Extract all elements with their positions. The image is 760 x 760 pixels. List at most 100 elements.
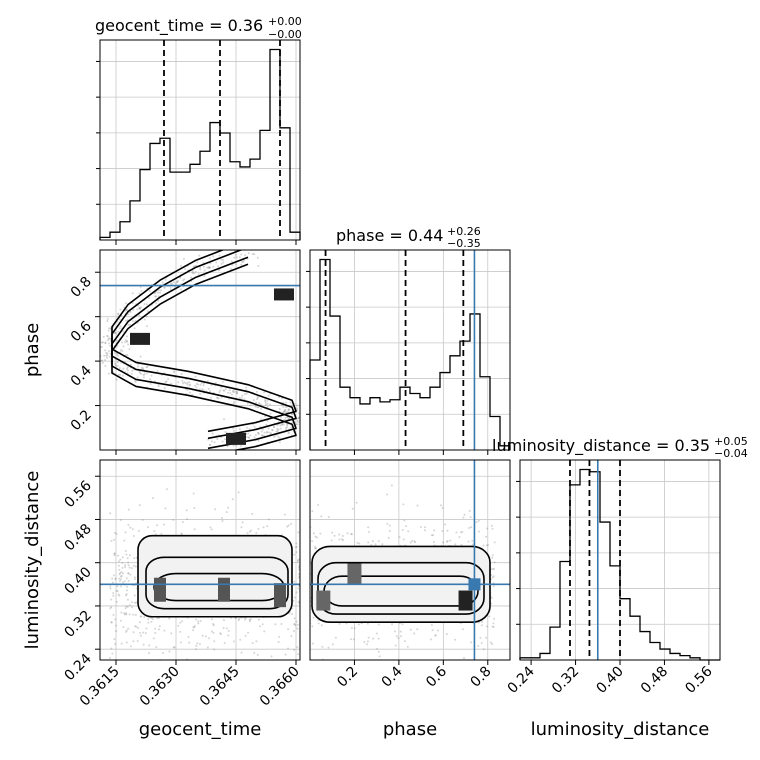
pvg-sample <box>266 405 269 408</box>
pvg-sample <box>100 341 103 344</box>
pvg-sample <box>146 365 149 368</box>
pvg-sample <box>101 361 104 364</box>
lvp-sample <box>486 527 489 530</box>
pvg-sample <box>257 432 260 435</box>
lvg-sample <box>117 554 120 557</box>
lvp-sample <box>350 638 353 641</box>
lvg-sample <box>139 615 142 618</box>
hist-phase-bar-7 <box>380 402 390 450</box>
pvg-sample <box>103 359 106 362</box>
pvg-sample <box>249 404 252 407</box>
pvg-sample <box>96 332 98 334</box>
pvg-sample <box>277 396 280 399</box>
pvg-sample <box>258 401 261 404</box>
pvg-sample <box>284 411 287 414</box>
pvg-sample <box>226 391 229 394</box>
lvg-sample <box>112 592 115 595</box>
lvg-sample <box>172 646 175 649</box>
lvp-sample <box>338 538 341 541</box>
lvg-sample <box>126 598 129 601</box>
pvg-sample <box>202 265 205 268</box>
lvp-sample <box>315 536 318 539</box>
lvg-sample <box>287 524 290 527</box>
pvg-sample <box>108 355 111 358</box>
lvg-sample <box>213 648 216 651</box>
pvg-sample <box>161 281 164 284</box>
lvp-sample <box>444 523 447 526</box>
lvg-sample <box>125 605 128 608</box>
lvp-sample <box>370 543 373 546</box>
lvg-sample <box>118 560 121 563</box>
panel-luminosity-distance-vs-phase <box>309 459 511 661</box>
pvg-sample <box>256 396 259 399</box>
hist-phase-step-line <box>309 258 511 450</box>
hist-lum-bar-8 <box>600 522 610 660</box>
hist-lum-bar-11 <box>630 616 640 660</box>
pvg-sample <box>266 420 269 423</box>
pvg-sample <box>177 381 180 384</box>
lvg-sample <box>221 517 224 520</box>
pvg-contour-2 <box>111 256 297 450</box>
pvg-sample <box>306 419 308 421</box>
pvg-sample <box>285 401 288 404</box>
lvg-sample <box>134 565 137 568</box>
lvg-sample <box>296 627 299 630</box>
pvg-sample <box>148 290 151 293</box>
pvg-sample <box>278 408 281 411</box>
hist-geocent-bar-13 <box>230 162 240 240</box>
pvg-sample <box>125 367 128 370</box>
lvp-sample <box>314 547 317 550</box>
lvg-sample <box>283 513 286 516</box>
lvp-sample <box>482 648 485 651</box>
lvg-sample <box>290 635 293 638</box>
pvg-sample <box>149 382 152 385</box>
lvg-sample <box>250 529 253 532</box>
hist-geocent-bar-10 <box>200 151 210 240</box>
panel-geocent-time-hist <box>99 39 301 241</box>
left-lum-ytick-label-2: 0.40 <box>61 564 94 597</box>
lvg-sample <box>225 511 228 514</box>
pvg-sample <box>117 330 120 333</box>
lvp-sample <box>442 541 445 544</box>
pvg-sample <box>124 341 127 344</box>
pvg-sample <box>212 265 215 268</box>
lvg-sample <box>133 557 136 560</box>
pvg-sample <box>140 289 143 292</box>
pvg-sample <box>223 418 226 421</box>
hist-geocent-bar-8 <box>180 172 190 240</box>
hist-lum-bar-5 <box>570 485 580 660</box>
lvg-sample <box>125 613 128 616</box>
pvg-sample <box>221 380 224 383</box>
lvg-sample <box>125 553 128 556</box>
lvg-sample <box>109 656 112 659</box>
lvg-sample <box>138 631 141 634</box>
lvg-sample <box>204 678 206 680</box>
hist-phase-bar-0 <box>310 360 320 450</box>
pvg-sample <box>218 254 221 257</box>
lvg-sample <box>151 618 154 621</box>
lvg-sample <box>238 617 241 620</box>
pvg-sample <box>137 307 140 310</box>
lvg-sample <box>129 526 132 529</box>
pvg-sample <box>157 299 160 302</box>
lvg-sample <box>154 631 157 634</box>
lvp-peak-0 <box>458 590 473 611</box>
pvg-sample <box>176 279 179 282</box>
lvg-sample <box>177 624 180 627</box>
pvg-sample <box>256 395 259 398</box>
hist-geocent-bar-19 <box>290 232 300 240</box>
pvg-sample <box>164 278 167 281</box>
pvg-sample <box>134 380 137 383</box>
lvg-sample <box>119 575 122 578</box>
lvg-sample <box>196 642 199 645</box>
lvp-sample <box>462 516 465 519</box>
lvp-sample <box>493 617 496 620</box>
lvp-sample <box>402 538 405 541</box>
lvg-sample <box>297 576 300 579</box>
pvg-sample <box>131 301 134 304</box>
pvg-sample <box>139 307 142 310</box>
lvg-sample <box>193 624 196 627</box>
lvp-sample <box>416 504 419 507</box>
pvg-sample <box>108 337 111 340</box>
lvp-sample <box>320 515 323 518</box>
